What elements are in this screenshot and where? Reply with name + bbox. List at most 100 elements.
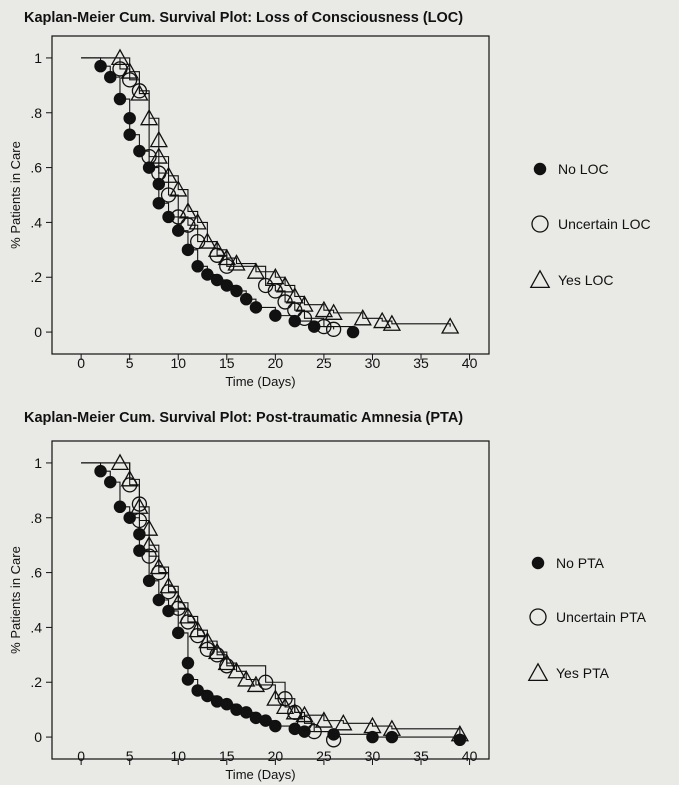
- y-tick-label: 1: [34, 50, 42, 66]
- data-point: [220, 279, 234, 292]
- data-point: [172, 224, 185, 237]
- chart-panel-1: Kaplan-Meier Cum. Survival Plot: Loss of…: [8, 10, 651, 389]
- legend: No PTA Uncertain PTA Yes PTA: [527, 555, 647, 682]
- data-point: [191, 684, 204, 697]
- series-open-triangle: [81, 48, 460, 334]
- data-point: [275, 276, 295, 293]
- x-axis-label: Time (Days): [225, 767, 295, 782]
- data-point: [181, 656, 195, 670]
- series-open-triangle: [81, 453, 470, 742]
- data-point: [366, 730, 379, 744]
- data-point: [120, 62, 139, 79]
- data-point: [295, 705, 314, 723]
- data-point: [152, 196, 166, 210]
- y-tick-label: 0: [34, 729, 42, 745]
- data-point: [141, 148, 157, 165]
- data-point: [152, 593, 166, 607]
- data-point: [285, 287, 304, 304]
- data-point: [275, 697, 295, 715]
- data-point: [314, 711, 334, 728]
- data-point: [139, 519, 159, 536]
- y-tick-label: .6: [30, 160, 42, 176]
- series-filled-circle: [81, 462, 467, 747]
- data-point: [201, 689, 214, 703]
- y-axis-label: % Patients in Care: [8, 141, 23, 249]
- data-point: [373, 311, 392, 329]
- data-point: [149, 557, 168, 575]
- y-tick-label: .4: [30, 214, 42, 230]
- data-point: [198, 631, 217, 649]
- data-point: [178, 607, 198, 624]
- data-point: [122, 72, 138, 88]
- series-filled-circle: [81, 57, 360, 339]
- data-point: [259, 714, 272, 727]
- x-tick-label: 5: [126, 748, 134, 764]
- data-point: [169, 180, 188, 197]
- data-point: [266, 267, 285, 285]
- data-point: [139, 535, 159, 553]
- x-tick-label: 0: [77, 355, 85, 371]
- data-point: [207, 642, 227, 660]
- x-tick-label: 35: [413, 748, 429, 764]
- legend-marker: [531, 215, 549, 233]
- data-point: [198, 232, 217, 249]
- y-tick-label: .2: [30, 269, 42, 285]
- data-point: [227, 661, 246, 679]
- legend-label: Yes LOC: [558, 272, 614, 288]
- data-point: [191, 260, 204, 273]
- data-point: [295, 295, 314, 312]
- data-point: [130, 84, 149, 101]
- legend-label: No PTA: [556, 555, 605, 571]
- data-point: [113, 92, 127, 106]
- data-point: [325, 321, 342, 337]
- legend-marker: [531, 556, 545, 570]
- data-point: [110, 48, 130, 66]
- data-point: [266, 689, 285, 706]
- data-point: [246, 675, 266, 693]
- chart-title: Kaplan-Meier Cum. Survival Plot: Post-tr…: [24, 410, 463, 426]
- data-point: [113, 500, 127, 514]
- y-tick-label: .8: [30, 105, 42, 121]
- x-tick-label: 10: [170, 748, 186, 764]
- data-point: [324, 303, 343, 320]
- y-tick-label: 1: [34, 455, 42, 471]
- data-point: [346, 325, 360, 339]
- data-point: [219, 258, 235, 274]
- y-tick-label: .4: [30, 619, 42, 635]
- data-point: [149, 147, 168, 164]
- legend-label: Uncertain PTA: [556, 609, 647, 625]
- legend-marker: [533, 162, 547, 176]
- data-point: [217, 248, 236, 266]
- data-point: [123, 128, 136, 141]
- x-tick-label: 5: [126, 355, 134, 371]
- x-tick-label: 25: [316, 748, 332, 764]
- data-point: [104, 70, 117, 84]
- data-point: [441, 317, 460, 334]
- x-tick-label: 25: [316, 355, 332, 371]
- data-point: [334, 713, 353, 731]
- data-point: [382, 314, 402, 331]
- data-point: [217, 653, 236, 671]
- data-point: [246, 262, 266, 279]
- data-point: [172, 626, 185, 640]
- legend-label: Yes PTA: [556, 665, 610, 681]
- y-tick-label: .2: [30, 674, 42, 690]
- data-point: [159, 576, 178, 594]
- data-point: [363, 716, 382, 734]
- data-point: [133, 144, 146, 158]
- x-tick-label: 30: [365, 355, 381, 371]
- data-point: [139, 108, 159, 126]
- legend-marker: [529, 608, 547, 626]
- data-point: [123, 112, 136, 125]
- data-point: [169, 593, 188, 610]
- y-tick-label: 0: [34, 324, 42, 340]
- plot-frame: [51, 35, 490, 355]
- x-tick-label: 15: [219, 748, 235, 764]
- x-tick-label: 20: [268, 748, 284, 764]
- data-point: [269, 309, 282, 322]
- data-point: [120, 469, 139, 487]
- survival-step-line: [81, 462, 461, 735]
- data-point: [181, 243, 195, 257]
- data-point: [181, 673, 195, 686]
- data-point: [210, 273, 224, 287]
